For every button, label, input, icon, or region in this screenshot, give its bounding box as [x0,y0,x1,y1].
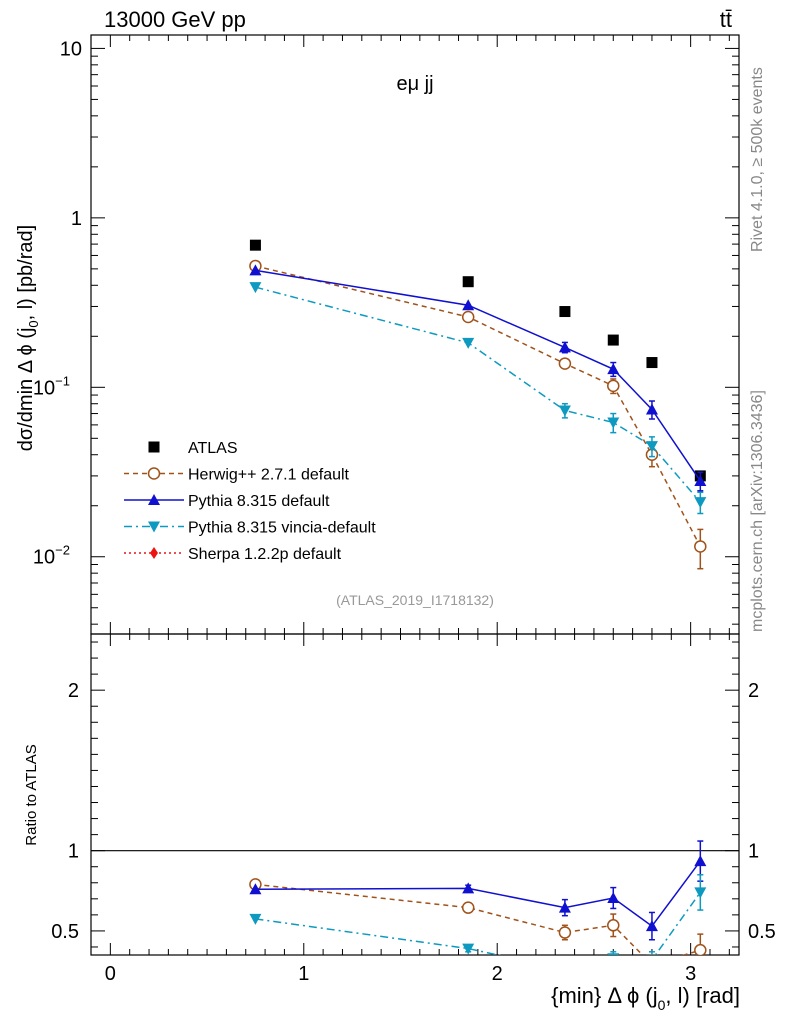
herwig-2-7-1-default-ratio-point [558,926,572,939]
pythia-8-315-default-ratio-point [462,882,475,894]
main-plot-frame [90,34,740,635]
ratio-tick-label: 0.5 [748,921,776,943]
herwig-2-7-1-default-line [255,265,701,547]
herwig-2-7-1-default-ratio-point [461,901,475,914]
pythia-8-315-default-point [645,403,658,415]
herwig-2-7-1-default-point [694,540,707,553]
pythia-8-315-vincia-default-point [249,282,262,294]
x-tick-label: 3 [685,963,696,985]
pythia-8-315-default-point [462,299,475,311]
pythia-8-315-default-ratio-point [645,920,658,932]
atlas-point [462,276,474,288]
legend-marker-sherpa-1-2-2p-default [150,547,158,559]
pythia-8-315-default-point [694,474,707,486]
legend-label-atlas: ATLAS [188,440,238,457]
pythia-8-315-vincia-default-point [558,405,571,417]
pythia-8-315-vincia-default-line [255,286,701,503]
herwig-2-7-1-default-ratio-point [607,919,620,932]
y-axis-label: dσ/dmin Δ ϕ (j0, l) [pb/rad] [15,225,41,451]
plot-title: eμ jj [396,73,433,95]
pythia-8-315-default-ratio-point [558,901,571,913]
y-tick-label: 10 [60,38,82,60]
pythia-8-315-vincia-default-ratio-point [645,954,658,955]
x-tick-label: 1 [298,963,309,985]
pythia-8-315-default-point [249,264,262,276]
ratio-tick-label: 1 [748,841,759,863]
ratio-tick-label: 1 [68,841,79,863]
legend-marker-pythia-8-315-default [148,494,160,505]
pythia-8-315-vincia-default-ratio-point [607,953,620,955]
ratio-tick-label: 2 [748,680,759,702]
herwig-2-7-1-default-point [461,310,475,324]
atlas-point [559,306,571,318]
pythia-8-315-default-ratio-point [694,855,707,867]
atlas-point [607,334,619,346]
x-tick-label: 2 [492,963,503,985]
pythia-8-315-vincia-default-ratio-point [694,887,707,899]
ratio-tick-label: 2 [68,680,79,702]
herwig-2-7-1-default-ratio-point [646,959,657,970]
legend-label-pythia-8-315-default: Pythia 8.315 default [188,493,330,510]
ratio-y-axis-label: Ratio to ATLAS [23,744,40,845]
pythia-8-315-vincia-default-ratio-point [462,943,475,955]
pythia-8-315-vincia-default-point [645,441,658,453]
pythia-8-315-default-line [255,269,701,482]
herwig-2-7-1-default-ratio-point [694,943,707,955]
legend-marker-atlas [148,441,160,453]
legend-marker-pythia-8-315-vincia-default [148,521,160,533]
atlas-point [646,357,658,369]
pythia-8-315-vincia-default-point [462,337,475,349]
pythia-8-315-vincia-default-ratio-line [255,891,701,955]
pythia-8-315-default-ratio-point [607,892,620,904]
pythia-8-315-default-ratio-line [255,860,701,928]
energy-label: 13000 GeV pp [104,7,246,32]
pythia-8-315-default-point [558,341,571,353]
y-tick-label: 10−1 [33,373,70,399]
pythia-8-315-vincia-default-point [694,497,707,509]
y-tick-label: 1 [71,208,82,230]
ratio-plot-frame [90,633,740,956]
pythia-8-315-default-point [607,363,620,375]
process-label: tt̄ [720,7,732,32]
mcplots-label: mcplots.cern.ch [arXiv:1306.3436] [749,390,766,632]
y-tick-label: 10−2 [33,543,70,569]
herwig-2-7-1-default-point [607,379,620,393]
legend-label-sherpa-1-2-2p-default: Sherpa 1.2.2p default [188,546,342,563]
pythia-8-315-vincia-default-ratio-point [559,964,571,975]
legend-label-herwig-2-7-1-default: Herwig++ 2.7.1 default [188,467,350,484]
herwig-2-7-1-default-point [558,357,572,370]
legend-marker-herwig-2-7-1-default [147,467,161,480]
ratio-tick-label: 0.5 [51,921,79,943]
pythia-8-315-vincia-default-point [607,417,620,429]
pythia-8-315-vincia-default-ratio-point [249,913,262,925]
x-tick-label: 0 [105,963,116,985]
rivet-version-label: Rivet 4.1.0, ≥ 500k events [749,67,766,252]
x-axis-label: {min} Δ ϕ (j0, l) [rad] [551,983,740,1013]
analysis-id: (ATLAS_2019_I1718132) [336,592,494,608]
atlas-point [249,239,261,251]
pythia-8-315-default-ratio-point [249,883,262,895]
legend-label-pythia-8-315-vincia-default: Pythia 8.315 vincia-default [188,520,376,537]
